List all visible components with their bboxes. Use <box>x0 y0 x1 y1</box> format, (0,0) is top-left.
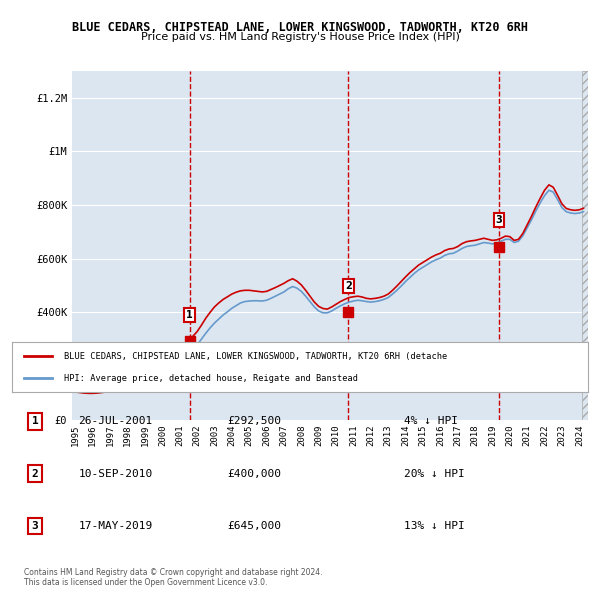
Bar <box>582 71 588 419</box>
Text: 2: 2 <box>345 281 352 291</box>
Text: 3: 3 <box>32 521 38 531</box>
Text: 20% ↓ HPI: 20% ↓ HPI <box>404 468 464 478</box>
Text: 17-MAY-2019: 17-MAY-2019 <box>79 521 153 531</box>
Text: 10-SEP-2010: 10-SEP-2010 <box>79 468 153 478</box>
Text: HPI: Average price, detached house, Reigate and Banstead: HPI: Average price, detached house, Reig… <box>64 374 358 383</box>
Text: Price paid vs. HM Land Registry's House Price Index (HPI): Price paid vs. HM Land Registry's House … <box>140 32 460 42</box>
Text: 13% ↓ HPI: 13% ↓ HPI <box>404 521 464 531</box>
Text: Contains HM Land Registry data © Crown copyright and database right 2024.
This d: Contains HM Land Registry data © Crown c… <box>24 568 323 587</box>
Text: BLUE CEDARS, CHIPSTEAD LANE, LOWER KINGSWOOD, TADWORTH, KT20 6RH (detache: BLUE CEDARS, CHIPSTEAD LANE, LOWER KINGS… <box>64 352 447 360</box>
Text: 1: 1 <box>186 310 193 320</box>
Text: £645,000: £645,000 <box>227 521 281 531</box>
Text: 26-JUL-2001: 26-JUL-2001 <box>79 417 153 427</box>
Text: BLUE CEDARS, CHIPSTEAD LANE, LOWER KINGSWOOD, TADWORTH, KT20 6RH: BLUE CEDARS, CHIPSTEAD LANE, LOWER KINGS… <box>72 21 528 34</box>
Text: £400,000: £400,000 <box>227 468 281 478</box>
Text: 3: 3 <box>496 215 502 225</box>
Text: 4% ↓ HPI: 4% ↓ HPI <box>404 417 458 427</box>
Text: 1: 1 <box>32 417 38 427</box>
Text: £292,500: £292,500 <box>227 417 281 427</box>
Text: 2: 2 <box>32 468 38 478</box>
